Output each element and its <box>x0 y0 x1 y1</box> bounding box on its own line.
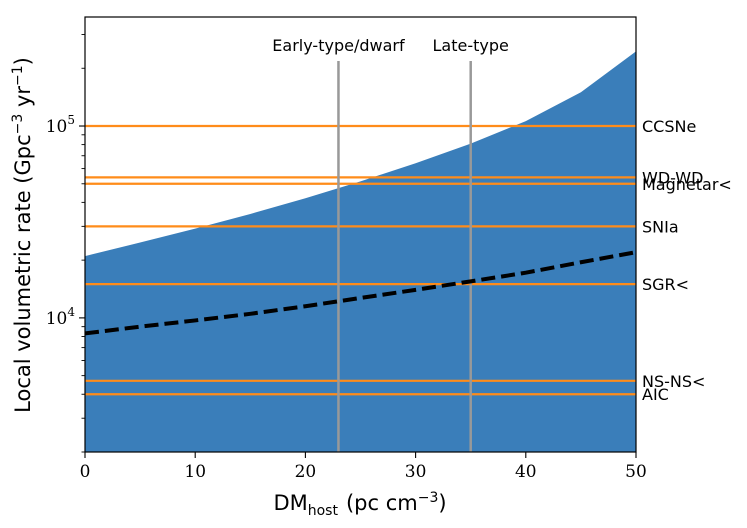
vertical-label-1: Late-type <box>433 36 509 55</box>
reference-label-1: WD-WD <box>642 168 703 187</box>
reference-label-2: Magnetar< <box>642 175 732 194</box>
reference-label-6: AIC <box>642 385 669 404</box>
x-tick-label-3: 30 <box>405 462 427 482</box>
reference-label-0: CCSNe <box>642 117 696 136</box>
y-axis-label: Local volumetric rate (Gpc−3 yr−1) <box>10 57 35 413</box>
x-tick-label-4: 40 <box>515 462 537 482</box>
y-tick-label-1: 105 <box>46 113 75 137</box>
reference-label-4: SGR< <box>642 275 689 294</box>
series-line-lower-bound <box>85 250 636 336</box>
plot-area <box>85 51 636 452</box>
series-area-upper-bound <box>85 51 636 452</box>
x-tick-label-1: 10 <box>184 462 206 482</box>
reference-label-3: SNIa <box>642 217 679 236</box>
x-tick-label-2: 20 <box>295 462 317 482</box>
x-tick-label-0: 0 <box>80 462 91 482</box>
plot-frame <box>84 16 637 453</box>
reference-label-5: NS-NS< <box>642 372 705 391</box>
x-axis-label: DMhost (pc cm−3) <box>273 490 446 519</box>
x-tick-label-5: 50 <box>625 462 647 482</box>
vertical-label-0: Early-type/dwarf <box>272 36 405 55</box>
y-tick-label-0: 104 <box>46 305 76 329</box>
